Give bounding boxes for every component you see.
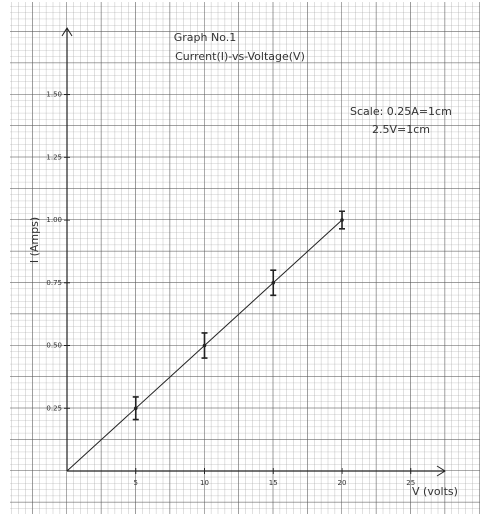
y-tick-label: 0.50 xyxy=(46,342,62,350)
title: Graph No.1 xyxy=(174,31,237,44)
y-tick-label: 1.00 xyxy=(46,216,62,224)
data-point xyxy=(133,406,138,411)
data-point xyxy=(340,218,344,222)
subtitle: Current(I)-vs-Voltage(V) xyxy=(175,50,305,63)
x-tick-label: 25 xyxy=(406,479,415,487)
graph-paper-major xyxy=(10,2,480,514)
y-tick-label: 0.25 xyxy=(46,404,62,412)
y-arrow xyxy=(61,27,73,37)
x-arrow xyxy=(436,465,446,477)
x-tick-label: 15 xyxy=(269,479,278,487)
x-tick-label: 20 xyxy=(338,479,347,487)
y-tick-label: 0.75 xyxy=(46,279,62,287)
x-tick-label: 10 xyxy=(200,479,209,487)
x-tick-label: 5 xyxy=(134,479,138,487)
y-label: I (Amps) xyxy=(28,217,41,263)
y-tick-label: 1.50 xyxy=(46,91,62,99)
y-tick-label: 1.25 xyxy=(46,153,62,161)
x-label: V (volts) xyxy=(412,485,458,498)
data-point xyxy=(202,343,207,348)
scale-note: Scale: 0.25A=1cm xyxy=(350,105,452,118)
scale-note: 2.5V=1cm xyxy=(372,123,430,136)
data-point xyxy=(271,280,276,285)
